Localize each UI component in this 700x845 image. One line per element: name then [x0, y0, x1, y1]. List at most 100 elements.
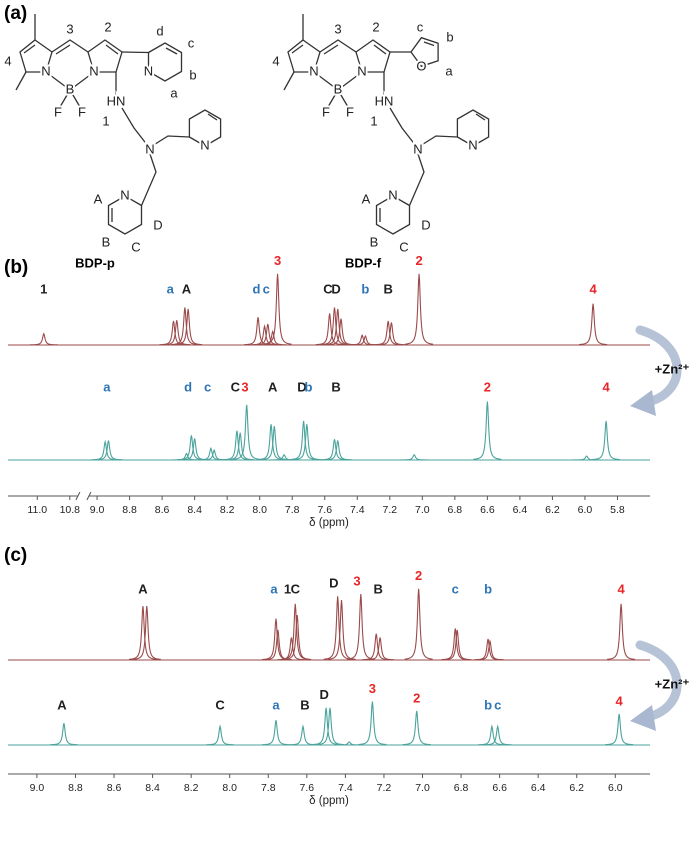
x-tick-label: 7.4	[338, 782, 353, 794]
atom-label: b	[446, 29, 453, 44]
peak-label: c	[204, 379, 211, 394]
atom-label: B	[102, 234, 111, 249]
x-tick-label: 7.6	[300, 782, 315, 794]
peak	[377, 322, 406, 346]
x-tick-label: 6.8	[448, 504, 463, 516]
atom-label: B	[334, 81, 343, 96]
atom-label: 1	[370, 113, 377, 128]
x-tick-label: 8.6	[107, 782, 122, 794]
atom-label: F	[322, 104, 330, 119]
peak	[258, 329, 287, 346]
atom-label: HN	[375, 93, 394, 108]
x-tick-label: 6.6	[492, 782, 507, 794]
atom-label: N	[388, 187, 397, 202]
spectrum	[49, 701, 634, 746]
peak	[261, 618, 291, 661]
peak	[172, 452, 201, 461]
peak-label: 2	[415, 568, 422, 583]
x-tick-label: 6.2	[569, 782, 584, 794]
x-tick-label: 8.2	[220, 504, 235, 516]
x-tick-label: 7.0	[415, 782, 430, 794]
peak	[128, 605, 158, 660]
atom-label: 3	[334, 21, 341, 36]
x-axis-title: δ (ppm)	[309, 517, 349, 529]
peak	[475, 639, 505, 661]
panel-label: (a)	[4, 3, 27, 24]
atom-label: D	[421, 217, 430, 232]
atom-label: b	[189, 67, 196, 82]
x-tick-label: 8.0	[222, 782, 237, 794]
atom-label: B	[370, 234, 379, 249]
x-tick-label: 7.8	[261, 782, 276, 794]
annotation: +Zn²⁺	[655, 676, 690, 691]
peak	[405, 273, 434, 345]
atom-label: 3	[66, 21, 73, 36]
peak	[323, 596, 352, 660]
peak	[283, 614, 312, 661]
peak-label: D	[331, 281, 340, 296]
arrow-head	[630, 705, 656, 731]
x-tick-label: 8.4	[187, 504, 202, 516]
x-tick-label: 6.0	[578, 504, 593, 516]
atom-label: 2	[372, 19, 379, 34]
x-tick-label: 8.4	[145, 782, 160, 794]
x-tick-label: 6.4	[513, 504, 528, 516]
peak	[315, 707, 344, 746]
skeleton	[283, 13, 490, 235]
atom-label: N	[145, 141, 154, 156]
atom-label: 4	[4, 53, 11, 68]
peak-label: b	[484, 581, 492, 596]
peak	[281, 603, 310, 660]
bond	[121, 51, 149, 54]
peak	[443, 629, 472, 661]
spectrum	[91, 401, 621, 461]
atom-label: N	[200, 137, 209, 152]
peak-label: 4	[602, 379, 610, 394]
x-tick-label: 6.2	[545, 504, 560, 516]
atom-label: N	[144, 63, 153, 78]
x-tick-label: 7.8	[285, 504, 300, 516]
peak	[288, 724, 317, 746]
x-tick-label: 5.8	[610, 504, 625, 516]
atom-label: d	[156, 23, 163, 38]
x-tick-label: 8.2	[184, 782, 199, 794]
peak-label: 2	[484, 379, 491, 394]
atom-label: C	[131, 239, 140, 254]
peak-label: 4	[589, 281, 597, 296]
atom-label: HN	[107, 93, 126, 108]
x-tick-label: 8.8	[122, 504, 137, 516]
x-tick-label: 7.2	[382, 504, 397, 516]
x-tick-label: 10.8	[60, 504, 81, 516]
atom-label: N	[89, 63, 98, 78]
peak	[94, 440, 123, 461]
peak	[402, 710, 431, 746]
bond	[423, 41, 435, 47]
peak	[605, 713, 634, 746]
peak-label: B	[331, 379, 340, 394]
peak-label: d	[184, 379, 192, 394]
peak	[261, 720, 291, 746]
panel-label: (c)	[4, 545, 27, 566]
peak-label: D	[329, 576, 338, 591]
arrow	[635, 325, 682, 407]
peak	[29, 332, 58, 346]
peak-label: C	[323, 281, 333, 296]
peak-label: b	[484, 697, 492, 712]
atom-label: F	[78, 104, 86, 119]
peak	[474, 638, 503, 661]
peak-label: 3	[274, 253, 281, 268]
atom-label: N	[309, 63, 318, 78]
peak-label: c	[452, 581, 459, 596]
peak	[206, 724, 235, 746]
peak	[404, 588, 433, 660]
pyridine-ring	[147, 42, 183, 82]
peak	[572, 455, 601, 461]
atom-label: c	[188, 35, 195, 50]
x-tick-label: 8.8	[68, 782, 83, 794]
peak-label: 1	[40, 281, 47, 296]
peak-label: B	[373, 581, 382, 596]
panel-label: (b)	[4, 257, 28, 278]
atom-label: N	[41, 63, 50, 78]
peak-label: 2	[415, 253, 422, 268]
